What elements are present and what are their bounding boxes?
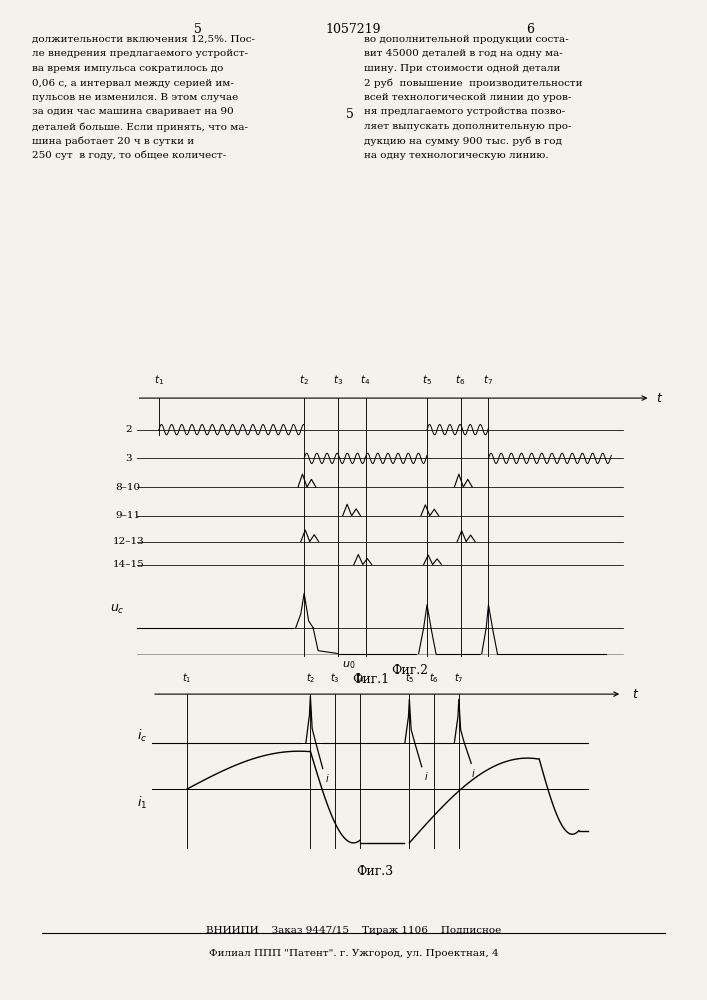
Text: шину. При стоимости одной детали: шину. При стоимости одной детали <box>364 64 561 73</box>
Text: 3: 3 <box>125 454 132 463</box>
Text: $t_3$: $t_3$ <box>332 373 343 387</box>
Text: $t_7$: $t_7$ <box>484 373 493 387</box>
Text: $t_1$: $t_1$ <box>154 373 164 387</box>
Text: должительности включения 12,5%. Пос-: должительности включения 12,5%. Пос- <box>32 35 255 44</box>
Text: $t_2$: $t_2$ <box>305 672 315 685</box>
Text: $t_7$: $t_7$ <box>454 672 464 685</box>
Text: $i$: $i$ <box>472 767 476 779</box>
Text: $t_6$: $t_6$ <box>455 373 466 387</box>
Text: пульсов не изменился. В этом случае: пульсов не изменился. В этом случае <box>32 93 238 102</box>
Text: ва время импульса сократилось до: ва время импульса сократилось до <box>32 64 223 73</box>
Text: $u_0$: $u_0$ <box>342 659 356 671</box>
Text: 14–15: 14–15 <box>112 560 144 569</box>
Text: во дополнительной продукции соста-: во дополнительной продукции соста- <box>364 35 568 44</box>
Text: 0,06 с, а интервал между серией им-: 0,06 с, а интервал между серией им- <box>32 79 234 88</box>
Text: $t_4$: $t_4$ <box>355 672 365 685</box>
Text: $u_c$: $u_c$ <box>110 602 124 616</box>
Text: Фиг.2: Фиг.2 <box>392 664 428 677</box>
Text: на одну технологическую линию.: на одну технологическую линию. <box>364 151 549 160</box>
Text: $t_5$: $t_5$ <box>422 373 432 387</box>
Text: $t_3$: $t_3$ <box>330 672 340 685</box>
Text: $t_6$: $t_6$ <box>429 672 439 685</box>
Text: Фиг.1: Фиг.1 <box>353 673 390 686</box>
Text: 8–10: 8–10 <box>116 483 141 492</box>
Text: вит 45000 деталей в год на одну ма-: вит 45000 деталей в год на одну ма- <box>364 49 563 58</box>
Text: $t_5$: $t_5$ <box>404 672 414 685</box>
Text: ня предлагаемого устройства позво-: ня предлагаемого устройства позво- <box>364 107 566 116</box>
Text: 5: 5 <box>346 107 354 120</box>
Text: $i_c$: $i_c$ <box>137 728 147 744</box>
Text: ВНИИПИ    Заказ 9447/15    Тираж 1106    Подписное: ВНИИПИ Заказ 9447/15 Тираж 1106 Подписно… <box>206 926 501 935</box>
Text: $i$: $i$ <box>325 772 330 784</box>
Text: 6: 6 <box>526 23 534 36</box>
Text: Фиг.3: Фиг.3 <box>356 865 393 878</box>
Text: $t$: $t$ <box>632 688 639 701</box>
Text: 1057219: 1057219 <box>326 23 381 36</box>
Text: Филиал ППП "Патент". г. Ужгород, ул. Проектная, 4: Филиал ППП "Патент". г. Ужгород, ул. Про… <box>209 949 498 958</box>
Text: $t_4$: $t_4$ <box>361 373 370 387</box>
Text: за один час машина сваривает на 90: за один час машина сваривает на 90 <box>32 107 233 116</box>
Text: шина работает 20 ч в сутки и: шина работает 20 ч в сутки и <box>32 137 194 146</box>
Text: $i_1$: $i_1$ <box>137 795 147 811</box>
Text: ляет выпускать дополнительную про-: ляет выпускать дополнительную про- <box>364 122 571 131</box>
Text: $t_1$: $t_1$ <box>182 672 192 685</box>
Text: 2: 2 <box>125 425 132 434</box>
Text: 2 руб  повышение  производительности: 2 руб повышение производительности <box>364 79 583 88</box>
Text: $i$: $i$ <box>424 770 429 782</box>
Text: 250 сут  в году, то общее количест-: 250 сут в году, то общее количест- <box>32 151 226 160</box>
Text: $t$: $t$ <box>656 392 663 405</box>
Text: 9–11: 9–11 <box>116 511 141 520</box>
Text: 5: 5 <box>194 23 202 36</box>
Text: дукцию на сумму 900 тыс. руб в год: дукцию на сумму 900 тыс. руб в год <box>364 137 562 146</box>
Text: $t_2$: $t_2$ <box>299 373 309 387</box>
Text: всей технологической линии до уров-: всей технологической линии до уров- <box>364 93 571 102</box>
Text: 12–13: 12–13 <box>112 537 144 546</box>
Text: деталей больше. Если принять, что ма-: деталей больше. Если принять, что ма- <box>32 122 248 131</box>
Text: ле внедрения предлагаемого устройст-: ле внедрения предлагаемого устройст- <box>32 49 248 58</box>
